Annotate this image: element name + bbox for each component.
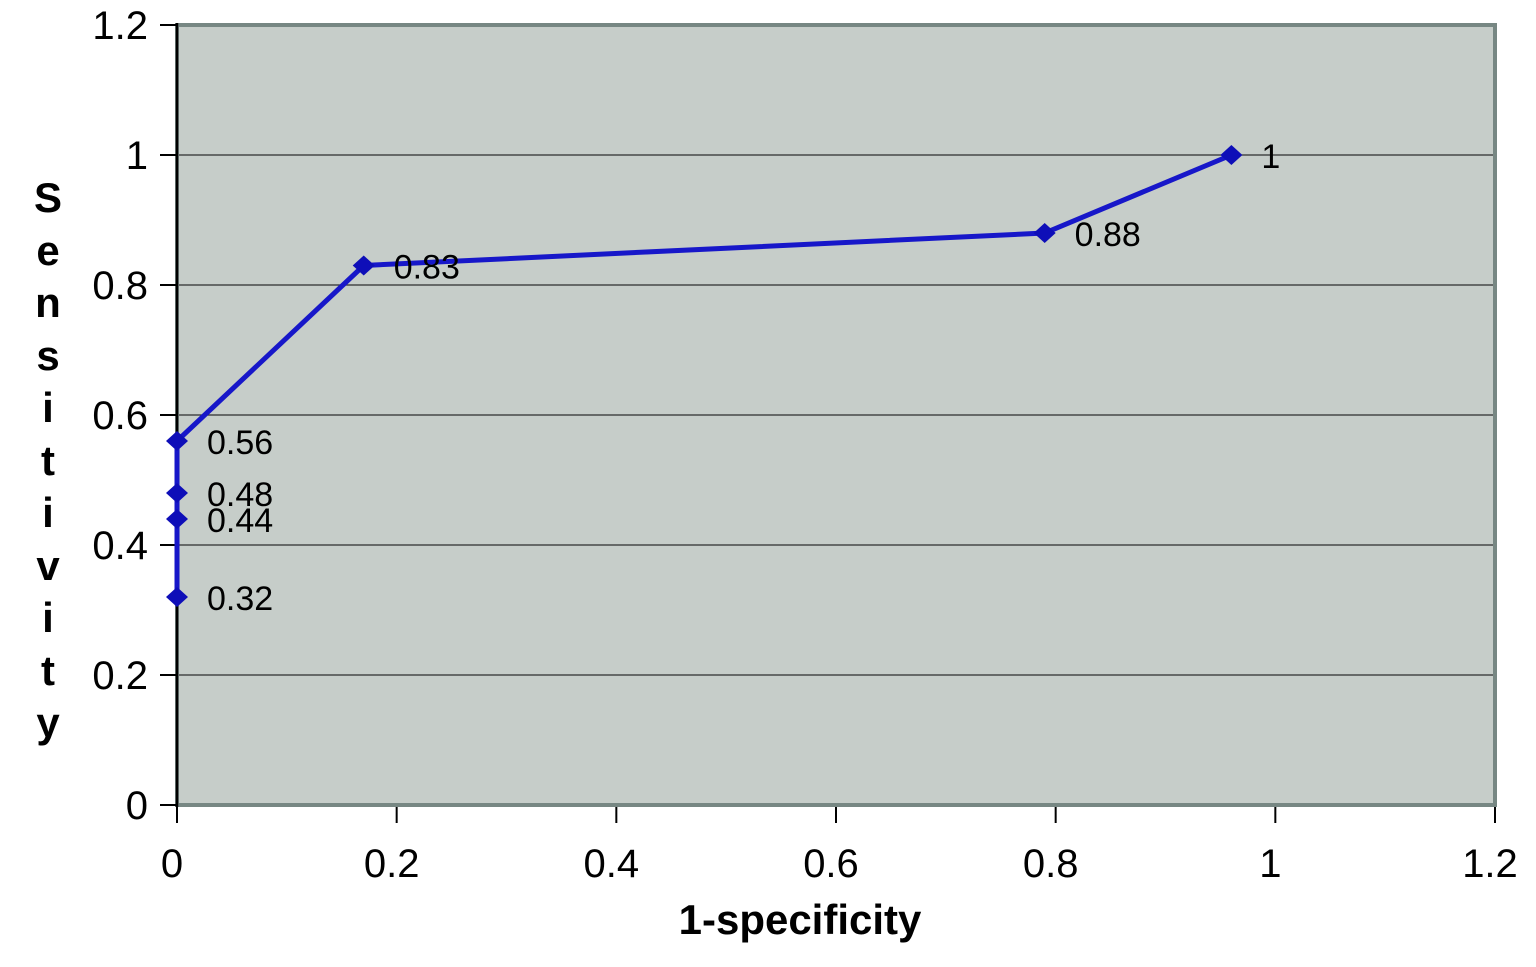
data-point-label: 0.44 [207,502,273,540]
y-tick-label: 0.2 [92,654,148,698]
y-tick-label: 0 [126,784,148,828]
y-tick-label: 0.4 [92,524,148,568]
data-point-marker [166,431,188,451]
y-tick-label: 1 [126,134,148,178]
data-point-marker [1220,145,1243,165]
y-tick-label: 0.8 [92,264,148,308]
data-point-marker [166,509,188,529]
y-tick-label: 1.2 [92,4,148,48]
y-axis-title: S e n s i t i v i t y [33,174,62,746]
data-point-label: 0.48 [207,476,273,514]
data-point-marker [352,255,375,276]
x-tick-label: 0.6 [803,842,859,886]
x-tick-label: 1.2 [1462,842,1518,886]
data-point-marker [1033,223,1056,243]
data-point-label: 0.83 [394,249,460,287]
x-tick-label: 1 [1259,842,1281,886]
y-tick-label: 0.6 [92,394,148,438]
data-point-marker [166,483,188,503]
data-point-label: 1 [1261,138,1280,176]
x-tick-label: 0 [161,842,183,886]
data-point-marker [166,587,188,607]
x-tick-label: 0.8 [1023,842,1079,886]
data-point-label: 0.88 [1075,216,1141,254]
x-axis-title: 1-specificity [678,896,922,943]
x-tick-label: 0.2 [364,842,420,886]
data-point-label: 0.56 [207,424,273,462]
x-tick-label: 0.4 [584,842,640,886]
data-point-label: 0.32 [207,580,273,618]
